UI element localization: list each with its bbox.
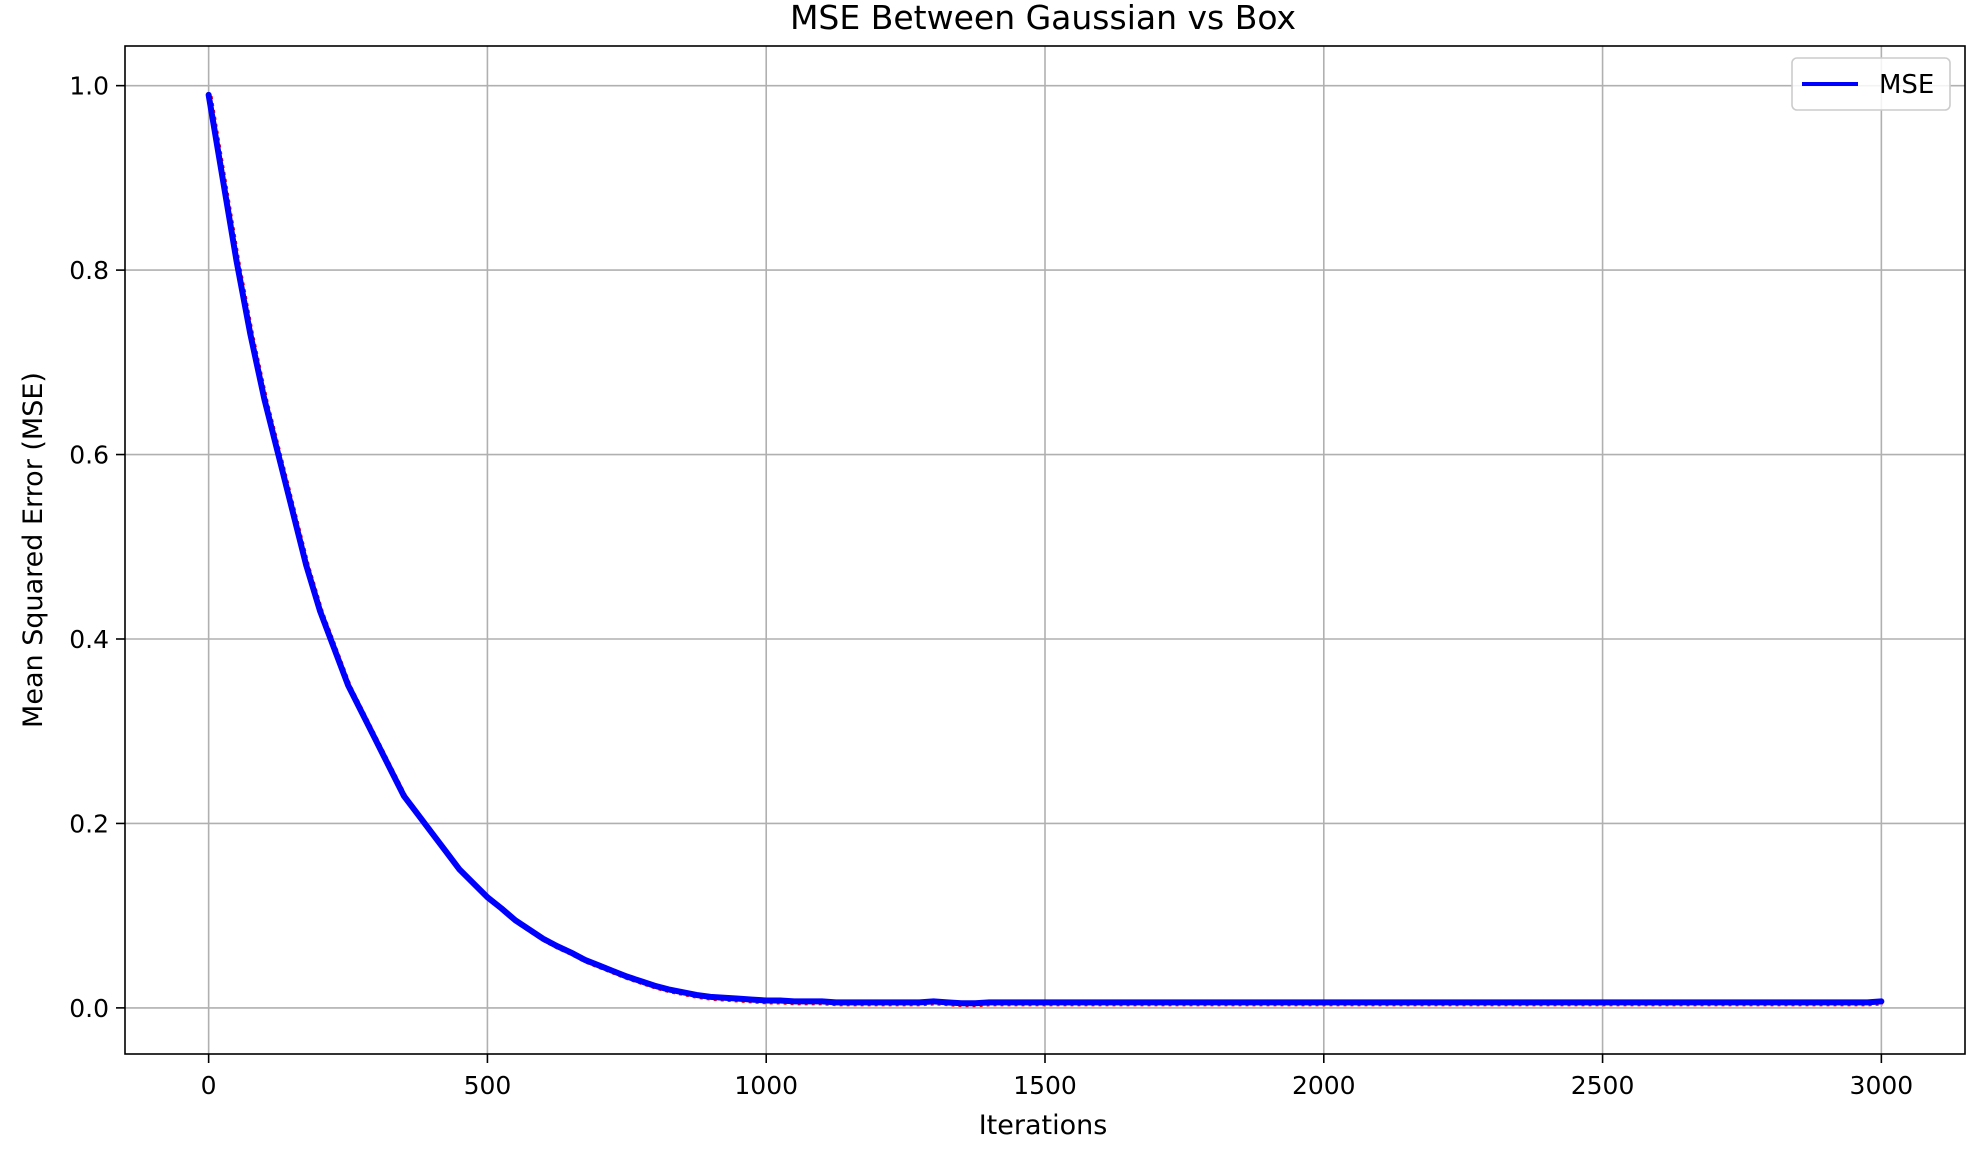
grid-lines: [125, 46, 1965, 1054]
x-tick-label: 1000: [734, 1071, 798, 1100]
y-tick-label: 0.0: [69, 994, 109, 1023]
x-tick-label: 2500: [1571, 1071, 1635, 1100]
legend: MSE: [1791, 57, 1951, 111]
y-axis: 0.0 0.2 0.4 0.6 0.8 1.0: [69, 72, 125, 1023]
x-tick-label: 500: [464, 1071, 512, 1100]
series-layer: [205, 91, 1885, 1008]
x-tick-label: 1500: [1013, 1071, 1077, 1100]
legend-series-label: MSE: [1879, 70, 1934, 100]
x-tick-label: 3000: [1850, 1071, 1914, 1100]
y-tick-label: 0.2: [69, 809, 109, 838]
y-tick-label: 1.0: [69, 72, 109, 101]
x-tick-label: 2000: [1292, 1071, 1356, 1100]
y-tick-label: 0.6: [69, 441, 109, 470]
y-axis-label: Mean Squared Error (MSE): [18, 372, 49, 728]
x-axis-label: Iterations: [979, 1110, 1108, 1141]
y-tick-label: 0.8: [69, 256, 109, 285]
legend-box: [1791, 57, 1951, 111]
series-line-mse: [205, 91, 1885, 1007]
y-tick-label: 0.4: [69, 625, 109, 654]
x-tick-label: 0: [201, 1071, 217, 1100]
x-axis: 0 500 1000 1500 2000 2500 3000: [201, 1054, 1913, 1100]
chart-title: MSE Between Gaussian vs Box: [790, 0, 1296, 37]
